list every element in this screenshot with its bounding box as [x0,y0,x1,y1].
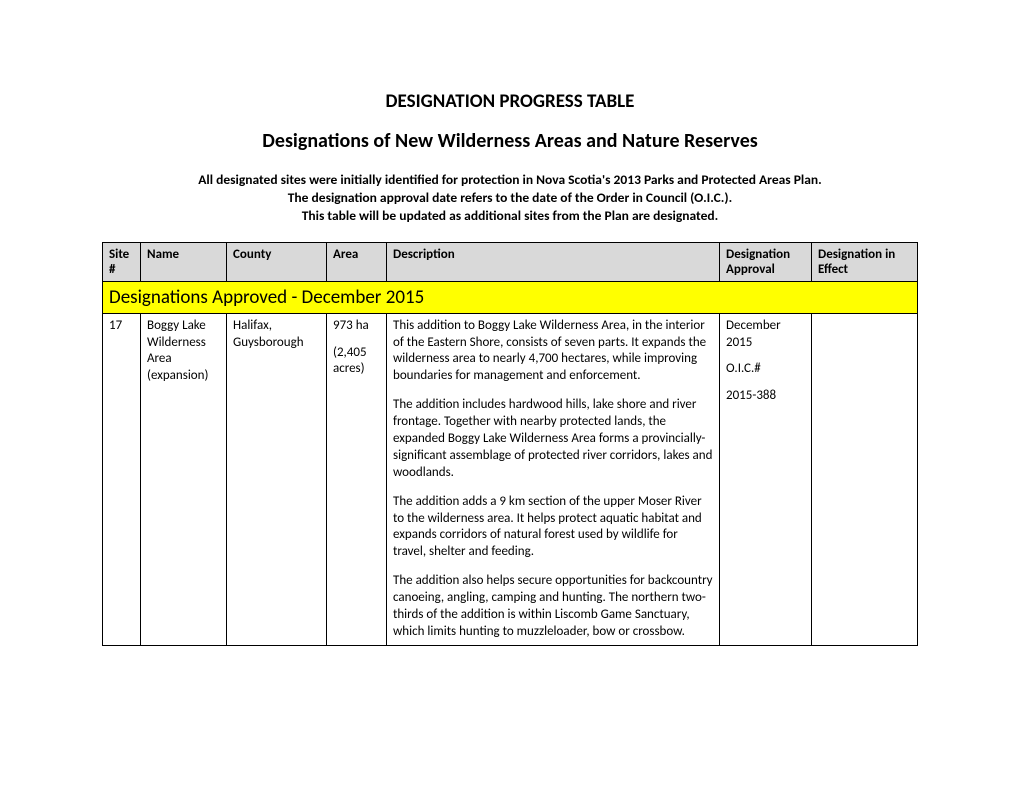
intro-text: All designated sites were initially iden… [102,171,918,226]
page-title: DESIGNATION PROGRESS TABLE [102,90,918,113]
area-secondary-line: acres) [333,361,380,378]
county-line: Halifax, [233,318,320,335]
cell-effect [812,313,918,645]
cell-approval: December 2015 O.I.C.# 2015-388 [720,313,812,645]
header-site: Site # [103,242,141,281]
area-secondary-line: (2,405 [333,345,380,362]
area-primary: 973 ha [333,318,380,335]
table-row: 17 Boggy Lake Wilderness Area (expansion… [103,313,918,645]
header-effect: Designation in Effect [812,242,918,281]
name-line: Boggy Lake [147,318,220,335]
header-county: County [227,242,327,281]
header-area: Area [327,242,387,281]
cell-description: This addition to Boggy Lake Wilderness A… [387,313,720,645]
approval-line: December [726,318,805,335]
designation-table: Site # Name County Area Description Desi… [102,242,918,646]
cell-county: Halifax, Guysborough [227,313,327,645]
name-line: Area [147,351,220,368]
description-paragraph: The addition also helps secure opportuni… [393,573,713,641]
header-name: Name [141,242,227,281]
description-paragraph: This addition to Boggy Lake Wilderness A… [393,318,713,386]
intro-line: This table will be updated as additional… [102,207,918,225]
section-heading: Designations Approved - December 2015 [103,281,918,313]
table-header-row: Site # Name County Area Description Desi… [103,242,918,281]
cell-name: Boggy Lake Wilderness Area (expansion) [141,313,227,645]
approval-line: 2015-388 [726,388,805,405]
header-approval: Designation Approval [720,242,812,281]
cell-site: 17 [103,313,141,645]
description-paragraph: The addition includes hardwood hills, la… [393,397,713,481]
cell-area: 973 ha (2,405 acres) [327,313,387,645]
page-subtitle: Designations of New Wilderness Areas and… [102,129,918,153]
approval-line: 2015 [726,335,805,352]
intro-line: All designated sites were initially iden… [102,171,918,189]
document-page: DESIGNATION PROGRESS TABLE Designations … [0,0,1020,686]
section-heading-row: Designations Approved - December 2015 [103,281,918,313]
name-line: Wilderness [147,335,220,352]
approval-line: O.I.C.# [726,361,805,378]
header-description: Description [387,242,720,281]
description-paragraph: The addition adds a 9 km section of the … [393,494,713,562]
name-line: (expansion) [147,368,220,385]
intro-line: The designation approval date refers to … [102,189,918,207]
county-line: Guysborough [233,335,320,352]
